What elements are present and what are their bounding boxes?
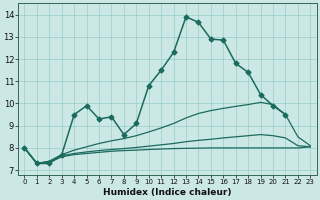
- X-axis label: Humidex (Indice chaleur): Humidex (Indice chaleur): [103, 188, 232, 197]
